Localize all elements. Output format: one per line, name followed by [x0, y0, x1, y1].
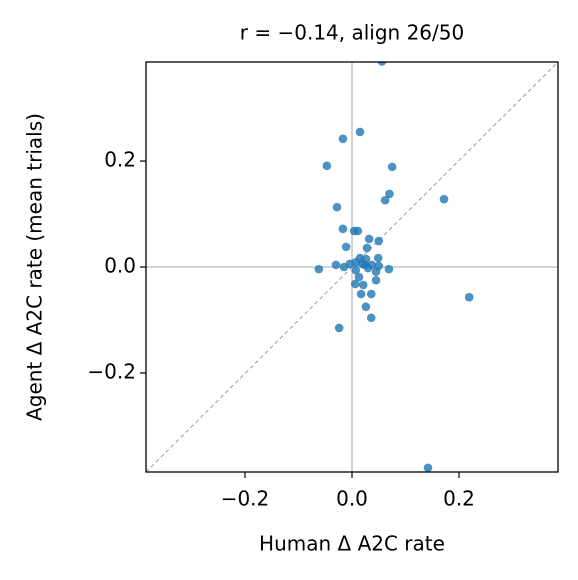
point	[361, 302, 371, 312]
point	[351, 257, 361, 267]
x-tick-label: −0.2	[221, 487, 270, 511]
x-axis-label: Human Δ A2C rate	[259, 532, 445, 556]
point	[464, 292, 474, 302]
point	[332, 202, 342, 212]
plot-area	[146, 62, 558, 472]
point	[314, 264, 324, 274]
point	[331, 260, 341, 270]
point	[366, 313, 376, 323]
point	[362, 243, 372, 253]
chart-title: r = −0.14, align 26/50	[240, 21, 464, 45]
point	[356, 289, 366, 299]
point	[377, 62, 387, 66]
x-tick-label: 0.0	[336, 487, 368, 511]
point	[380, 195, 390, 205]
point	[371, 267, 381, 277]
x-tick-label: 0.2	[443, 487, 475, 511]
point	[439, 194, 449, 204]
point	[355, 127, 365, 137]
point	[384, 264, 394, 274]
point	[322, 161, 332, 171]
y-tick-label: −0.2	[87, 359, 136, 383]
point	[354, 272, 364, 282]
point	[358, 280, 368, 290]
point	[374, 236, 384, 246]
y-axis-label: Agent Δ A2C rate (mean trials)	[23, 113, 47, 421]
point	[353, 226, 363, 236]
point	[423, 463, 433, 472]
point	[351, 265, 361, 275]
y-tick-label: 0.2	[104, 148, 136, 172]
point	[387, 162, 397, 172]
point	[350, 279, 360, 289]
point	[385, 189, 394, 199]
point	[371, 275, 381, 285]
point	[338, 134, 348, 144]
y-tick-label: 0.0	[104, 254, 136, 278]
point	[341, 242, 351, 252]
point	[338, 224, 348, 234]
point	[364, 234, 374, 244]
point	[366, 289, 376, 299]
point	[373, 253, 383, 263]
point	[363, 263, 373, 273]
point	[334, 323, 344, 333]
